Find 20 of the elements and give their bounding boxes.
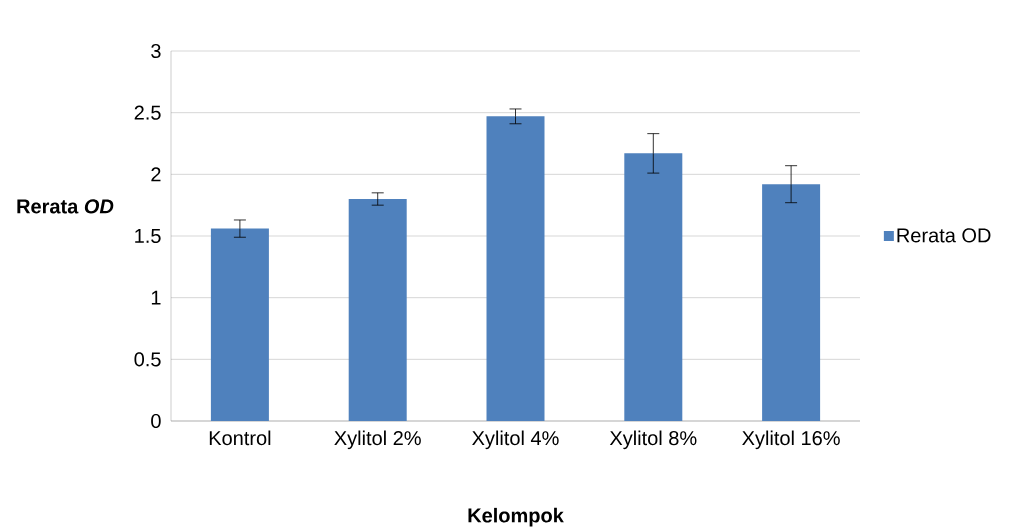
y-tick-label: 0 (151, 413, 161, 429)
y-tick-label: 1.5 (135, 229, 161, 243)
y-tick-label: 2.5 (134, 105, 161, 120)
x-tick-label: Kontrol (209, 430, 271, 446)
y-axis-title: Rerata OD (17, 199, 114, 214)
legend-label: Rerata OD (897, 228, 991, 243)
bar (348, 199, 407, 421)
bar (486, 116, 545, 421)
x-tick-label: Xylitol 2% (334, 430, 421, 450)
x-tick-label: Xylitol 4% (472, 430, 559, 450)
bar (624, 153, 683, 421)
y-tick-label: 3 (151, 43, 161, 59)
bar (210, 228, 269, 421)
x-tick-label: Xylitol 16% (742, 430, 840, 450)
x-tick-label: Xylitol 8% (609, 430, 697, 450)
y-tick-label: 2 (151, 167, 161, 182)
x-axis-title: Kelompok (468, 507, 564, 527)
y-tick-label: 0.5 (134, 352, 161, 367)
bar (762, 184, 821, 421)
y-tick-label: 1 (151, 290, 161, 305)
